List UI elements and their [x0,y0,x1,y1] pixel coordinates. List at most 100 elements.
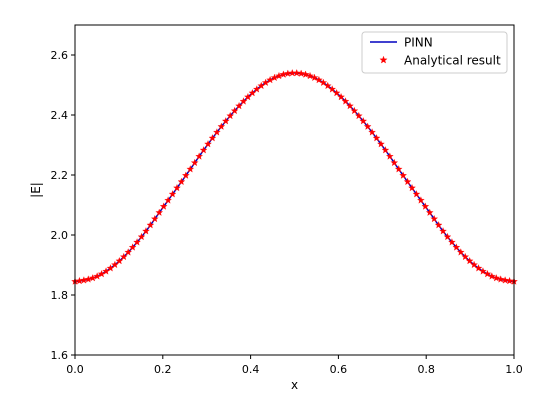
analytical-point [146,221,155,229]
analytical-point [346,101,354,110]
y-tick-label: 2.0 [51,229,69,242]
analytical-point [315,75,323,84]
legend: PINN Analytical result [361,31,508,74]
series-line-pinn [74,72,515,283]
analytical-point [208,134,217,142]
analytical-point [434,221,443,229]
analytical-point [501,276,509,284]
analytical-point [337,93,345,101]
legend-analytical-label: Analytical result [404,54,501,68]
analytical-point [195,152,203,160]
analytical-point [173,183,181,192]
analytical-point [363,122,372,130]
analytical-point [386,152,394,160]
analytical-point [350,106,359,115]
analytical-point [496,275,505,283]
analytical-point [430,214,439,223]
analytical-point [323,81,332,90]
analytical-point [461,252,470,261]
analytical-point [159,202,168,210]
legend-box [361,31,508,74]
x-tick-label: 0.2 [154,363,172,376]
analytical-point [88,274,97,282]
analytical-point [328,85,337,93]
analytical-point [310,73,319,82]
x-axis: 0.0 0.2 0.4 0.6 0.8 1.0 [66,355,523,376]
analytical-point [168,190,177,198]
analytical-point [221,117,230,125]
analytical-point [235,101,243,110]
analytical-point [84,275,93,283]
y-tick-label: 2.6 [51,49,69,62]
analytical-point [381,146,390,154]
analytical-point [270,73,279,82]
plot-area [71,69,518,285]
analytical-point [297,69,305,77]
y-tick-label: 1.8 [51,289,69,302]
x-tick-label: 0.4 [242,363,260,376]
analytical-point [133,238,141,246]
analytical-point [403,177,412,186]
analytical-point [452,243,461,251]
analytical-point [474,264,483,272]
analytical-point [164,196,172,204]
analytical-point [412,190,421,198]
x-axis-label: x [291,378,298,392]
analytical-point [394,165,403,173]
analytical-point [492,274,501,282]
analytical-point [115,256,124,265]
analytical-point [150,214,159,223]
x-tick-label: 0.6 [330,363,348,376]
legend-analytical-marker [379,55,388,64]
y-tick-label: 2.4 [51,109,69,122]
analytical-point [128,243,137,251]
analytical-point [399,171,407,179]
analytical-point [408,183,416,192]
y-tick-label: 2.2 [51,169,69,182]
analytical-point [93,272,102,280]
analytical-point [190,158,199,167]
axes-frame [74,24,515,356]
analytical-point [368,128,376,136]
analytical-point [137,232,146,241]
analytical-point [186,165,195,173]
analytical-point [421,202,430,210]
analytical-point [465,256,474,265]
analytical-point [372,134,381,142]
analytical-point [124,248,133,256]
y-axis-label: |E| [29,182,43,198]
analytical-point [483,269,492,278]
analytical-point [217,122,226,130]
analytical-point [354,111,363,120]
analytical-point [230,106,239,115]
analytical-point [226,111,235,120]
analytical-point [390,158,399,167]
analytical-point [341,97,350,105]
y-tick-label: 1.6 [51,349,69,362]
x-tick-label: 0.0 [66,363,84,376]
analytical-point [487,272,496,280]
analytical-point [443,232,452,241]
analytical-point [377,140,385,148]
analytical-point [456,248,465,256]
analytical-point [505,276,514,285]
analytical-point [417,196,425,204]
analytical-point [332,89,341,97]
series-markers-analytical [71,69,518,285]
analytical-point [213,128,221,136]
analytical-point [266,75,274,84]
analytical-point [425,208,434,216]
analytical-point [155,208,164,216]
analytical-point [119,252,128,261]
analytical-point [204,140,212,148]
analytical-point [239,97,248,105]
analytical-point [292,69,301,77]
analytical-point [177,177,186,186]
analytical-point [142,227,150,235]
analytical-point [359,117,368,125]
analytical-point [301,70,310,78]
analytical-point [439,227,447,235]
legend-pinn-label: PINN [404,36,433,50]
